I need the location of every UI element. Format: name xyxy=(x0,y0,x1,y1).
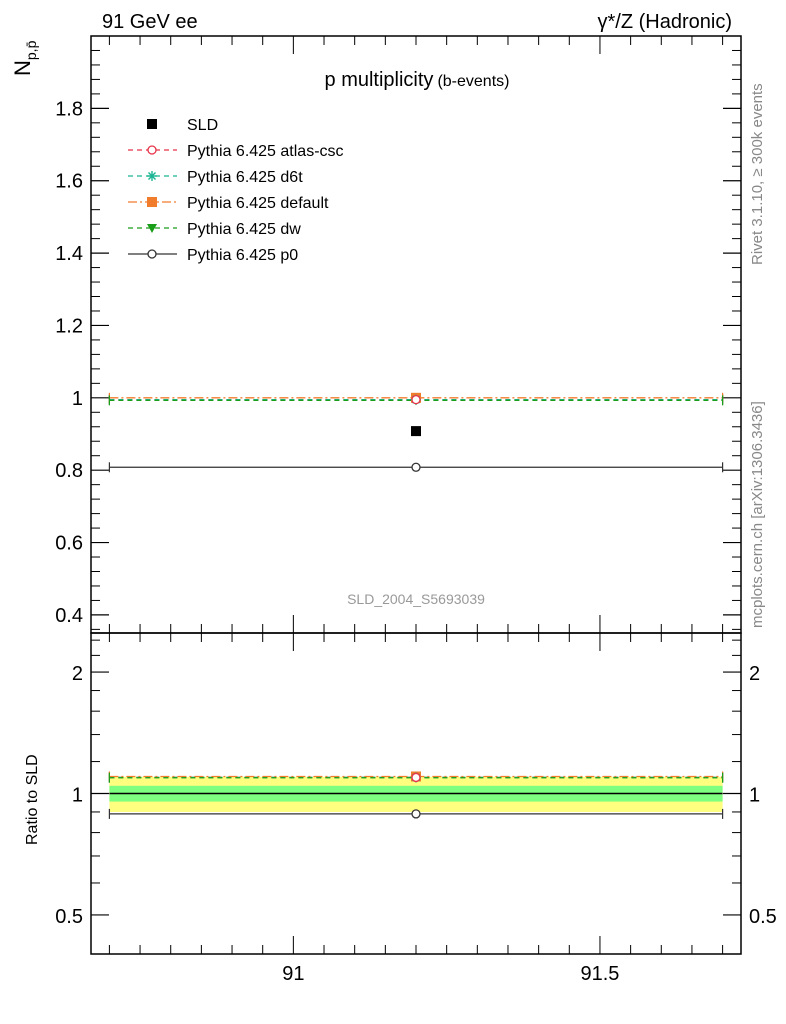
legend-label: Pythia 6.425 default xyxy=(187,195,329,212)
y-tick-label: 1.2 xyxy=(55,315,83,337)
header-left: 91 GeV ee xyxy=(102,11,198,33)
legend-marker xyxy=(147,197,157,207)
x-tick-label: 91 xyxy=(282,963,304,985)
ratio-ylabel-text: Ratio to SLD xyxy=(24,754,41,845)
ratio-y-tick-label-right: 1 xyxy=(749,785,760,807)
ratio-plot-content xyxy=(108,771,724,819)
legend-marker xyxy=(147,119,157,129)
mcplots-text: mcplots.cern.ch [arXiv:1306.3436] xyxy=(749,401,766,628)
svg-text:Np,p̄: Np,p̄ xyxy=(10,40,39,76)
main-title: p multiplicity (b-events) xyxy=(325,69,510,91)
y-tick-label: 0.6 xyxy=(55,533,83,555)
legend: SLD Pythia 6.425 atlas-csc Pythia 6.425 d6… xyxy=(128,117,344,264)
ratio-ylabel: Ratio to SLD xyxy=(24,754,41,845)
ratio-y-tick-label-right: 2 xyxy=(749,663,760,685)
legend-label: Pythia 6.425 p0 xyxy=(187,247,298,264)
y-tick-label: 1.4 xyxy=(55,243,83,265)
ratio-y-tick-label-left: 0.5 xyxy=(55,906,83,928)
watermark: SLD_2004_S5693039 xyxy=(347,591,485,607)
ratio-y-tick-label-left: 2 xyxy=(72,663,83,685)
legend-marker-stroke xyxy=(148,172,156,180)
data-point xyxy=(411,426,421,437)
data-point xyxy=(411,462,421,472)
legend-label: SLD xyxy=(187,117,218,134)
ratio-y-tick-label-left: 1 xyxy=(72,785,83,807)
data-point xyxy=(411,394,421,405)
main-axis-ticks: 0.4 0.6 0.8 1 1.2 1.4 1.6 1.8 xyxy=(55,36,741,633)
legend-marker xyxy=(147,145,157,155)
y-tick-label: 1.6 xyxy=(55,171,83,193)
legend-marker xyxy=(147,249,157,259)
header-right: γ*/Z (Hadronic) xyxy=(598,11,732,33)
main-ylabel-sub: p,p̄ xyxy=(23,40,39,60)
legend-marker xyxy=(147,224,157,233)
main-ylabel: Np,p̄ xyxy=(10,40,39,76)
ratio-data-point xyxy=(411,809,421,819)
y-tick-label: 1 xyxy=(72,388,83,410)
main-plot-content xyxy=(108,392,724,473)
x-tick-label: 91.5 xyxy=(580,963,619,985)
y-tick-label: 0.4 xyxy=(55,605,83,627)
main-ylabel-text: N xyxy=(10,60,35,76)
legend-label: Pythia 6.425 dw xyxy=(187,221,301,238)
legend-marker xyxy=(147,171,157,181)
y-tick-label: 0.8 xyxy=(55,460,83,482)
y-tick-label: 1.8 xyxy=(55,98,83,120)
rivet-text: Rivet 3.1.10, ≥ 300k events xyxy=(749,83,766,265)
legend-label: Pythia 6.425 atlas-csc xyxy=(187,143,344,160)
ratio-y-tick-label-right: 0.5 xyxy=(749,906,777,928)
legend-label: Pythia 6.425 d6t xyxy=(187,169,303,186)
ratio-axis-ticks: 0.5 0.5 1 1 2 2 91 91.5 xyxy=(55,633,777,985)
main-subtitle-text: (b-events) xyxy=(437,73,509,90)
ratio-data-point xyxy=(411,772,421,783)
main-title-text: p multiplicity xyxy=(325,69,434,91)
